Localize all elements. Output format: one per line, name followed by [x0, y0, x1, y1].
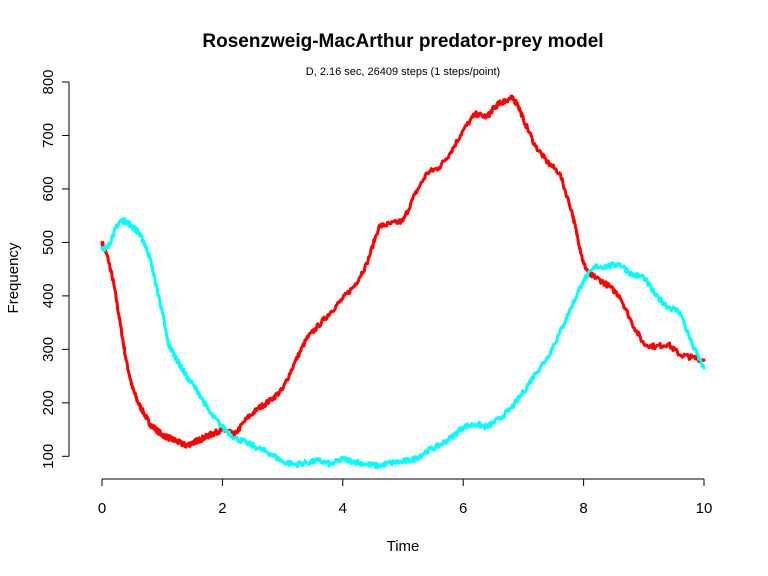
x-tick-label: 0 [98, 500, 106, 517]
axes: 0 2 4 6 8 10 100 200 300 400 500 600 700 800 [40, 69, 712, 517]
series-line-2 [100, 217, 706, 470]
x-tick-label: 10 [696, 500, 713, 517]
y-axis-label: Frequency [5, 242, 22, 313]
chart-title: Rosenzweig-MacArthur predator-prey model [202, 31, 603, 52]
y-tick-label: 700 [40, 123, 57, 148]
series-line-1 [100, 94, 706, 449]
x-tick-label: 8 [579, 500, 587, 517]
x-tick-label: 6 [459, 500, 467, 517]
y-tick-label: 500 [40, 230, 57, 255]
x-axis-label: Time [387, 538, 420, 555]
x-tick-label: 2 [218, 500, 226, 517]
x-tick-label: 4 [339, 500, 347, 517]
y-tick-label: 100 [40, 444, 57, 469]
y-tick-label: 200 [40, 390, 57, 415]
y-tick-label: 400 [40, 283, 57, 308]
y-tick-label: 300 [40, 337, 57, 362]
y-tick-label: 800 [40, 69, 57, 94]
series-layer [100, 94, 706, 470]
y-tick-label: 600 [40, 176, 57, 201]
chart-subtitle: D, 2.16 sec, 26409 steps (1 steps/point) [306, 66, 500, 78]
